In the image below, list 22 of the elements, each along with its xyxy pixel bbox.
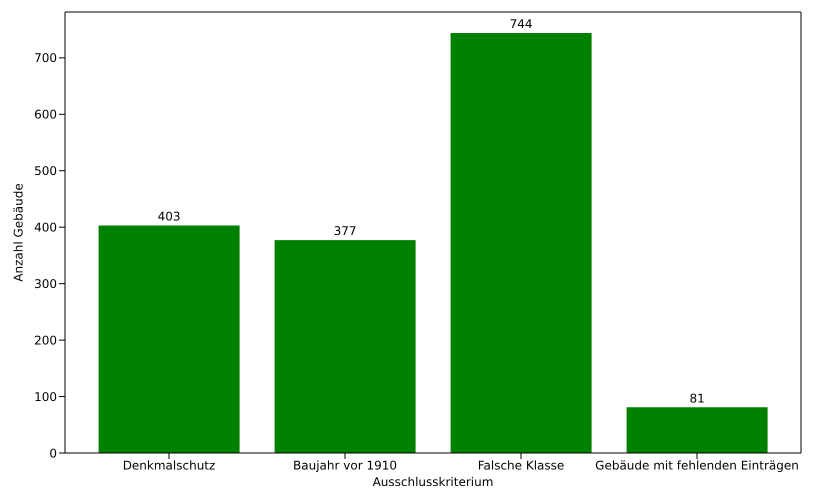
x-axis-title: Ausschlusskriterium bbox=[372, 475, 494, 489]
bar bbox=[626, 407, 768, 453]
y-tick-label: 600 bbox=[34, 108, 57, 122]
y-tick-label: 300 bbox=[34, 276, 57, 291]
data-label: 744 bbox=[510, 17, 533, 31]
x-tick-label: Gebäude mit fehlenden Einträgen bbox=[595, 458, 799, 473]
data-label: 81 bbox=[689, 391, 705, 406]
y-tick-label: 200 bbox=[34, 333, 57, 348]
y-tick-label: 100 bbox=[34, 390, 57, 404]
y-tick-label: 400 bbox=[34, 220, 57, 234]
bar bbox=[98, 226, 240, 453]
data-label: 403 bbox=[158, 210, 181, 224]
bar bbox=[274, 240, 416, 453]
bar bbox=[450, 33, 592, 453]
y-tick-label: 700 bbox=[34, 51, 57, 66]
x-tick-label: Denkmalschutz bbox=[122, 458, 216, 473]
data-label: 377 bbox=[334, 224, 357, 238]
x-tick-label: Falsche Klasse bbox=[478, 458, 564, 473]
x-tick-label: Baujahr vor 1910 bbox=[293, 458, 397, 473]
y-tick-label: 0 bbox=[49, 446, 57, 460]
y-axis-title: Anzahl Gebäude bbox=[11, 183, 26, 282]
y-tick-label: 500 bbox=[34, 164, 57, 178]
